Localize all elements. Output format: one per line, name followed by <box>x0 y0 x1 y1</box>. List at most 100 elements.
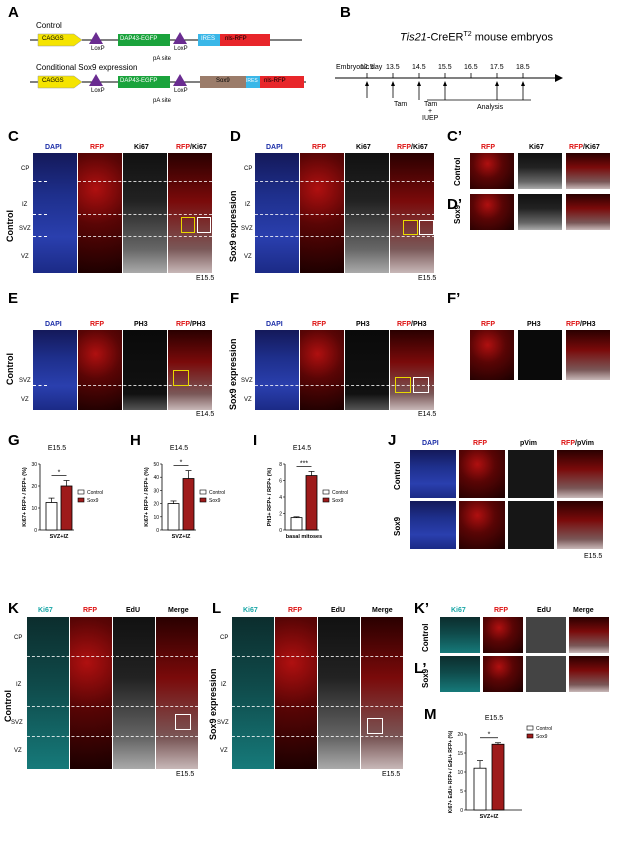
y-tick-label: 15 <box>457 751 463 757</box>
y-tick-label: 30 <box>31 462 37 468</box>
j-image-dapi-sox9 <box>410 501 456 549</box>
f-image-dapi <box>255 330 299 410</box>
pa-label-2: pA site <box>153 98 172 104</box>
j-image-pvim-control <box>508 450 554 498</box>
l-stage: E15.5 <box>382 771 401 778</box>
j-image-merge-sox9 <box>557 501 603 549</box>
y-tick-label: 0 <box>460 808 463 814</box>
pa-label-1: pA site <box>153 56 172 62</box>
panel-label-dp: D’ <box>447 196 462 213</box>
loxp-label-1: LoxP <box>91 46 105 52</box>
k-zone-vz: VZ <box>14 748 22 754</box>
panel-label-a: A <box>8 4 19 21</box>
j-ch-rfp: RFP <box>473 440 487 447</box>
e-stage: E14.5 <box>196 411 215 418</box>
cp-row-control: Control <box>453 157 462 186</box>
e-image-ph3 <box>123 330 167 410</box>
f-ch-dapi: DAPI <box>266 321 283 328</box>
j-image-dapi-control <box>410 450 456 498</box>
construct-sox9-title: Conditional Sox9 expression <box>36 63 138 72</box>
timeline-arrowhead <box>495 81 499 86</box>
f-dash-1 <box>255 385 435 386</box>
tam-label-1: Tam <box>394 101 408 108</box>
panel-label-c: C <box>8 128 19 145</box>
e-ch-rfp: RFP <box>90 321 104 328</box>
e-inset-yellow <box>173 370 189 386</box>
x-axis-label: SVZ+IZ <box>480 814 499 820</box>
fp-ch-ph3: PH3 <box>527 321 541 328</box>
f-image-merge <box>390 330 434 410</box>
y-tick-label: 8 <box>279 462 282 468</box>
panel-label-cp: C’ <box>447 128 462 145</box>
kp-ch-edu: EdU <box>537 607 551 614</box>
panel-label-l: L <box>212 600 222 617</box>
f-image-rfp <box>300 330 344 410</box>
k-ch-rfp: RFP <box>83 607 97 614</box>
c-dash-3 <box>33 236 47 237</box>
k-ch-ki67: Ki67 <box>38 607 53 614</box>
k-image-rfp <box>70 617 112 769</box>
d-ch-dapi: DAPI <box>266 144 283 151</box>
d-image-ki67 <box>345 153 389 273</box>
c-dash-2 <box>33 214 47 215</box>
d-zone-vz: VZ <box>244 254 252 260</box>
panel-label-k: K <box>8 600 19 617</box>
d-ch-ki67: Ki67 <box>356 144 371 151</box>
f-zone-vz: VZ <box>244 397 252 403</box>
cp-ch-ki67: Ki67 <box>529 144 544 151</box>
panel-label-h: H <box>130 432 141 449</box>
timeline-axis-label: Embryonic day <box>336 64 383 71</box>
y-axis-label: Ki67+ RFP+ / RFP+ (%) <box>144 467 150 527</box>
l-zone-cp: CP <box>220 635 229 641</box>
l-dash-3 <box>232 736 403 737</box>
e-dash-1 <box>33 385 47 386</box>
c-dash-4 <box>78 181 212 182</box>
d-image-merge <box>390 153 434 273</box>
kp-ch-ki67: Ki67 <box>451 607 466 614</box>
legend-label-control: Control <box>87 490 103 496</box>
k-inset-white <box>175 714 191 730</box>
j-row-control: Control <box>393 461 402 490</box>
significance-mark: * <box>488 732 491 739</box>
ires-box-2 <box>246 76 260 88</box>
c-ch-merge: RFP/Ki67 <box>176 144 207 151</box>
legend-swatch-control <box>77 489 85 495</box>
timeline-arrowhead <box>391 81 395 86</box>
y-tick-label: 20 <box>457 732 463 738</box>
c-image-merge <box>168 153 212 273</box>
l-ch-edu: EdU <box>331 607 345 614</box>
kp-image-merge <box>569 617 609 653</box>
significance-mark: *** <box>300 460 308 467</box>
kp-ch-merge: Merge <box>573 607 594 614</box>
j-ch-merge: RFP/pVim <box>561 440 594 447</box>
k-image-merge <box>156 617 198 769</box>
c-dash-1 <box>33 181 47 182</box>
dp-image-rfp <box>470 194 514 230</box>
y-axis-label: Ki67+ EdU+ RFP+ / EdU+ RFP+ (%) <box>448 730 454 813</box>
d-image-rfp <box>300 153 344 273</box>
e-ch-dapi: DAPI <box>45 321 62 328</box>
timeline-ticks <box>365 73 525 100</box>
dp-image-ki67 <box>518 194 562 230</box>
j-ch-pvim: pVim <box>520 440 537 447</box>
timeline-tick-label: 15.5 <box>438 64 452 71</box>
lp-image-merge <box>569 656 609 692</box>
significance-mark: * <box>180 460 183 467</box>
timeline-tick-label: 16.5 <box>464 64 478 71</box>
legend-label-sox9: Sox9 <box>536 734 548 740</box>
f-inset-white <box>413 377 429 393</box>
panel-label-b: B <box>340 4 351 21</box>
loxp-label-4: LoxP <box>174 88 188 94</box>
cp-image-merge <box>566 153 610 189</box>
d-dash-2 <box>255 214 435 215</box>
k-image-ki67 <box>27 617 69 769</box>
panel-label-d: D <box>230 128 241 145</box>
c-zone-vz: VZ <box>21 254 29 260</box>
k-zone-cp: CP <box>14 635 23 641</box>
panel-label-j: J <box>388 432 397 449</box>
d-dash-3 <box>255 236 435 237</box>
d-stage: E15.5 <box>418 275 437 282</box>
c-zone-iz: IZ <box>22 202 28 208</box>
